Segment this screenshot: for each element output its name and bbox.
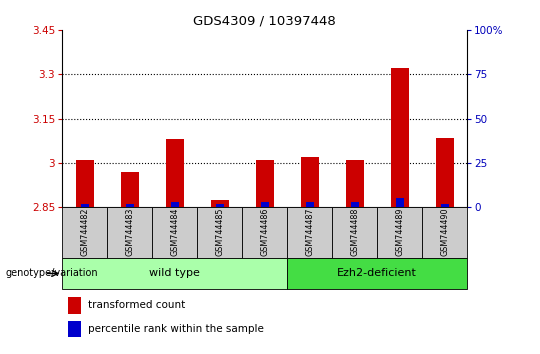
Bar bbox=[395, 198, 403, 207]
Text: transformed count: transformed count bbox=[89, 301, 186, 310]
Bar bbox=[62, 207, 107, 258]
Text: GSM744487: GSM744487 bbox=[305, 207, 314, 256]
Bar bbox=[62, 258, 287, 289]
Text: GSM744485: GSM744485 bbox=[215, 207, 224, 256]
Text: GSM744484: GSM744484 bbox=[170, 207, 179, 256]
Text: genotype/variation: genotype/variation bbox=[5, 268, 98, 278]
Text: GSM744490: GSM744490 bbox=[440, 207, 449, 256]
Bar bbox=[120, 172, 139, 207]
Bar bbox=[350, 202, 359, 207]
Bar bbox=[346, 160, 363, 207]
Bar bbox=[125, 204, 133, 207]
Bar bbox=[166, 139, 184, 207]
Text: GSM744489: GSM744489 bbox=[395, 207, 404, 256]
Text: percentile rank within the sample: percentile rank within the sample bbox=[89, 324, 264, 334]
Text: wild type: wild type bbox=[149, 268, 200, 279]
Text: GSM744486: GSM744486 bbox=[260, 207, 269, 256]
Bar bbox=[287, 207, 332, 258]
Bar bbox=[171, 202, 179, 207]
Bar bbox=[152, 207, 197, 258]
Bar bbox=[215, 204, 224, 207]
Bar bbox=[441, 204, 449, 207]
Bar bbox=[377, 207, 422, 258]
Bar bbox=[197, 207, 242, 258]
Bar bbox=[68, 297, 81, 314]
Bar bbox=[436, 138, 454, 207]
Bar bbox=[422, 207, 467, 258]
Bar bbox=[287, 258, 467, 289]
Text: Ezh2-deficient: Ezh2-deficient bbox=[337, 268, 417, 279]
Text: GSM744482: GSM744482 bbox=[80, 207, 89, 256]
Bar bbox=[332, 207, 377, 258]
Bar bbox=[306, 202, 314, 207]
Bar bbox=[390, 68, 409, 207]
Bar bbox=[301, 157, 319, 207]
Text: GSM744488: GSM744488 bbox=[350, 207, 359, 256]
Bar bbox=[255, 160, 274, 207]
Bar bbox=[80, 204, 89, 207]
Text: GSM744483: GSM744483 bbox=[125, 207, 134, 256]
Bar bbox=[107, 207, 152, 258]
Bar bbox=[68, 321, 81, 337]
Bar bbox=[211, 200, 228, 207]
Title: GDS4309 / 10397448: GDS4309 / 10397448 bbox=[193, 15, 336, 28]
Bar bbox=[76, 160, 93, 207]
Bar bbox=[242, 207, 287, 258]
Bar bbox=[261, 202, 269, 207]
